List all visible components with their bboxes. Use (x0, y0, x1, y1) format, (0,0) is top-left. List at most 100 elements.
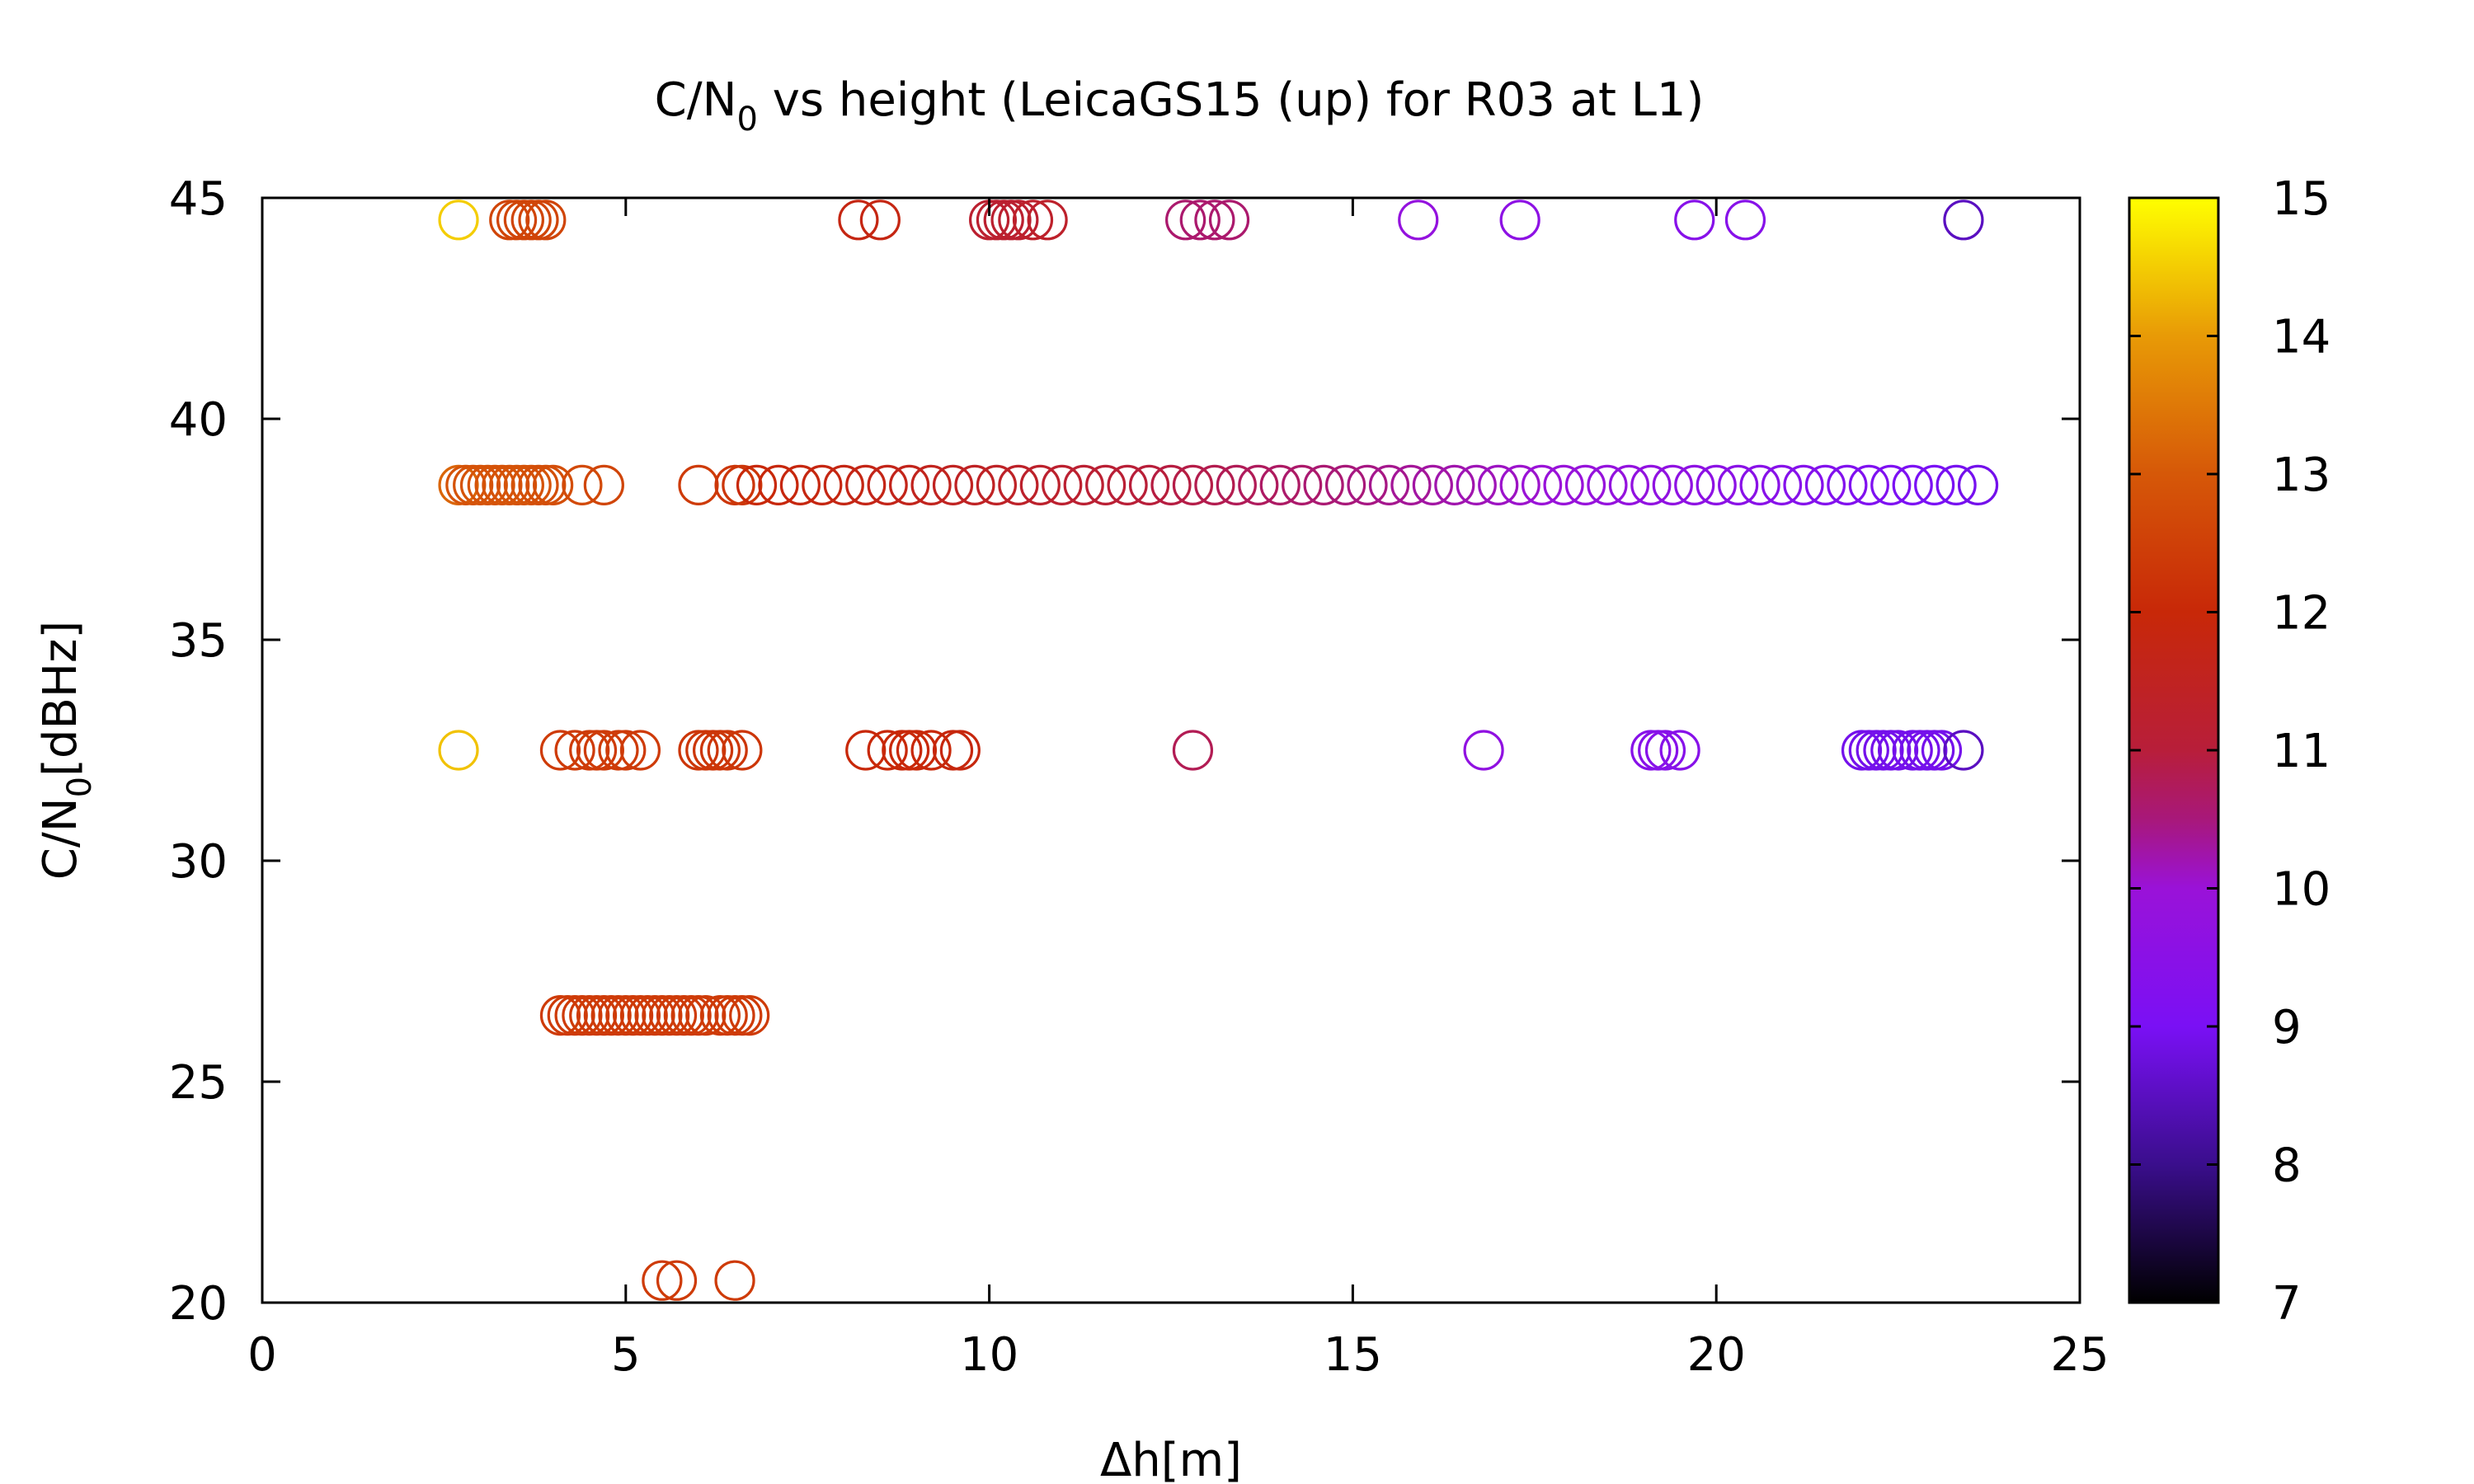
data-point (1914, 730, 1955, 771)
data-point (1863, 730, 1904, 771)
data-point (1165, 200, 1206, 241)
data-point (1412, 464, 1453, 506)
x-tick-label: 0 (247, 1328, 277, 1382)
data-point (438, 200, 479, 241)
x-axis-title: Δh[m] (1100, 1434, 1242, 1484)
data-point (1907, 730, 1948, 771)
data-point (642, 1260, 683, 1301)
data-point (802, 464, 843, 506)
data-point (1892, 464, 1933, 506)
data-point (576, 730, 618, 771)
data-point (779, 464, 821, 506)
data-point (1652, 464, 1693, 506)
data-point (1827, 464, 1868, 506)
data-point (882, 730, 923, 771)
data-points (438, 200, 1999, 1301)
data-point (990, 200, 1032, 241)
data-point (510, 200, 552, 241)
data-point (845, 464, 887, 506)
data-point (1892, 730, 1933, 771)
data-point (1499, 464, 1540, 506)
data-point (1724, 200, 1766, 241)
data-point (1259, 464, 1300, 506)
colorbar: 7 8 9 10 11 12 13 14 15 (2128, 172, 2331, 1331)
data-point (932, 464, 974, 506)
data-point (1761, 464, 1803, 506)
data-point (459, 464, 501, 506)
data-point (1630, 730, 1672, 771)
data-point (867, 730, 908, 771)
data-point (467, 464, 508, 506)
x-tick-label: 10 (960, 1328, 1018, 1382)
data-point (678, 994, 719, 1036)
data-point (554, 730, 595, 771)
data-point (1027, 200, 1068, 241)
data-point (729, 994, 770, 1036)
data-point (976, 200, 1018, 241)
data-point (1208, 200, 1250, 241)
data-point (569, 994, 610, 1036)
data-point (1943, 200, 1984, 241)
data-point (1179, 200, 1221, 241)
data-point (1848, 730, 1889, 771)
data-point (722, 730, 763, 771)
data-point (722, 464, 763, 506)
data-point (1478, 464, 1519, 506)
colorbar-tick-label: 15 (2272, 172, 2331, 226)
data-point (889, 730, 930, 771)
data-point (1804, 464, 1846, 506)
data-point (910, 730, 952, 771)
data-point (678, 464, 719, 506)
x-tick-label: 5 (611, 1328, 641, 1382)
data-point (707, 994, 748, 1036)
plot-frame (261, 196, 2081, 1304)
data-point (562, 994, 603, 1036)
data-point (656, 1260, 698, 1301)
data-point (1150, 464, 1192, 506)
data-point (932, 730, 974, 771)
data-point (1522, 464, 1563, 506)
y-tick-label: 20 (169, 1277, 228, 1331)
data-point (1063, 464, 1104, 506)
data-point (722, 994, 763, 1036)
data-point (1608, 464, 1650, 506)
data-point (518, 464, 559, 506)
data-point (699, 994, 741, 1036)
data-point (910, 464, 952, 506)
colorbar-tick-label: 14 (2272, 311, 2331, 364)
data-point (598, 730, 639, 771)
y-axis: 20 25 30 35 40 45 (169, 172, 2080, 1331)
data-point (656, 994, 698, 1036)
data-point (503, 464, 544, 506)
data-point (685, 730, 727, 771)
data-point (714, 464, 755, 506)
data-point (1914, 464, 1955, 506)
data-point (642, 994, 683, 1036)
data-point (489, 464, 530, 506)
data-point (510, 464, 552, 506)
y-tick-label: 30 (169, 835, 228, 889)
data-point (539, 994, 581, 1036)
data-point (1943, 730, 1984, 771)
data-point (736, 464, 778, 506)
data-point (670, 994, 712, 1036)
data-point (613, 994, 654, 1036)
y-tick-label: 35 (169, 614, 228, 668)
data-point (823, 464, 864, 506)
data-point (896, 730, 938, 771)
colorbar-tick-label: 10 (2272, 863, 2331, 917)
data-point (583, 464, 624, 506)
data-point (1398, 200, 1439, 241)
data-point (539, 730, 581, 771)
data-point (1674, 200, 1715, 241)
data-point (605, 994, 647, 1036)
colorbar-tick-label: 11 (2272, 725, 2331, 778)
data-point (1107, 464, 1148, 506)
data-point (1674, 464, 1715, 506)
data-point (1238, 464, 1279, 506)
data-point (576, 994, 618, 1036)
x-tick-label: 20 (1687, 1328, 1746, 1382)
data-point (678, 730, 719, 771)
data-point (627, 994, 668, 1036)
data-point (583, 730, 624, 771)
